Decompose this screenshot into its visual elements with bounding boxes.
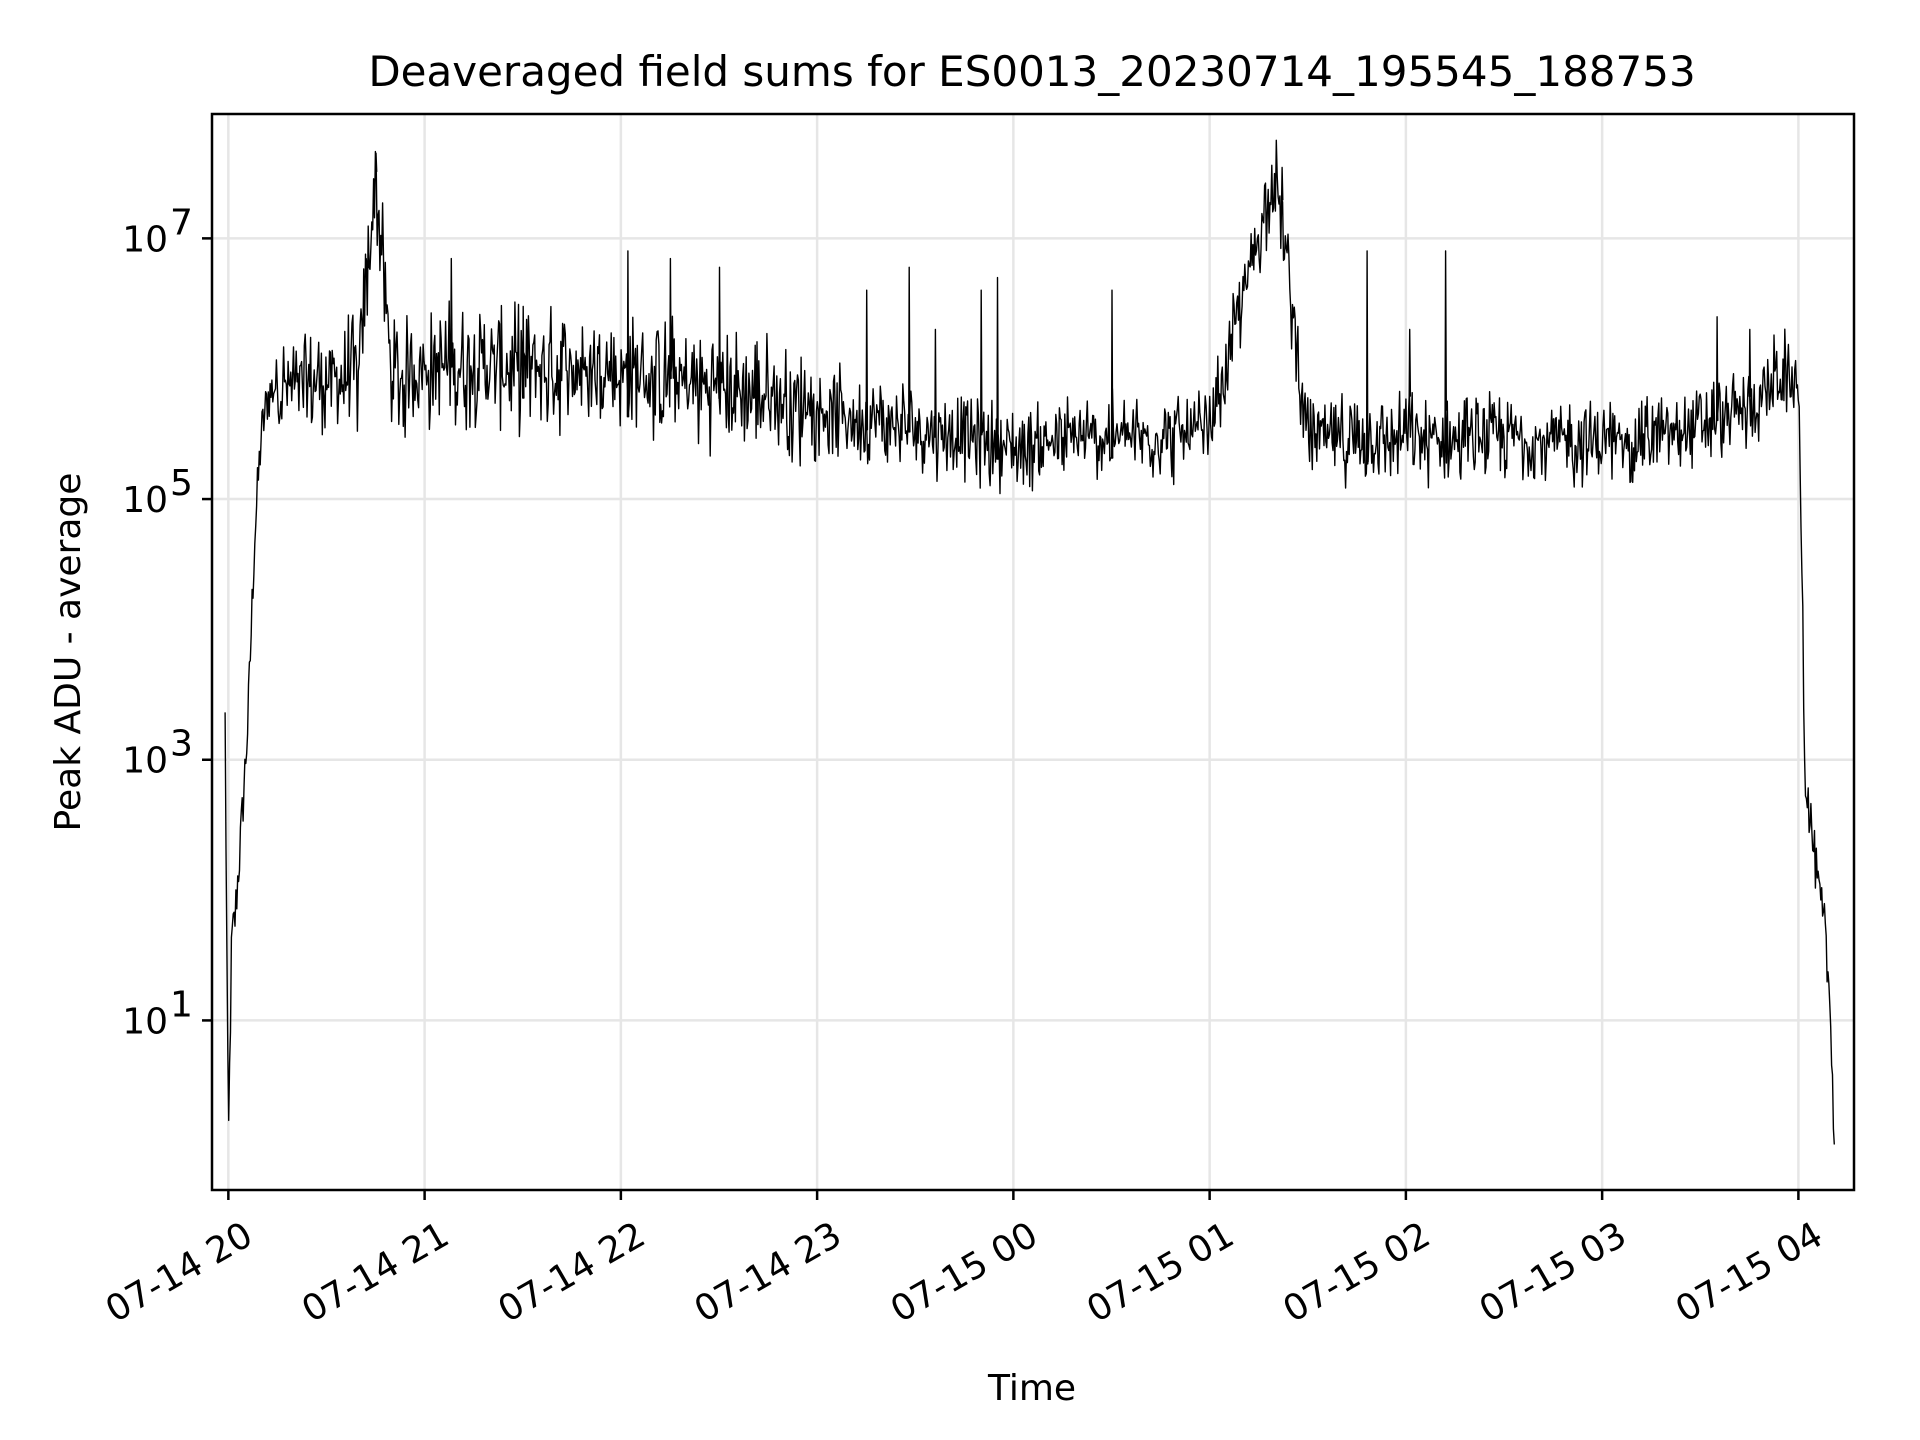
x-tick-label: 07-14 20	[99, 1214, 260, 1330]
plot-frame	[210, 112, 1856, 1192]
y-tick-label: 10	[122, 741, 168, 782]
chart-title: Deaveraged field sums for ES0013_2023071…	[368, 47, 1695, 96]
x-tick-label: 07-15 04	[1669, 1214, 1830, 1330]
y-tick-exponent: 1	[170, 984, 193, 1025]
series-line	[224, 139, 1835, 1145]
y-axis-label: Peak ADU - average	[48, 473, 89, 832]
y-tick-label: 10	[122, 480, 168, 521]
x-tick-layer: 07-14 20 07-14 21 07-14 22 07-14 23 07-15 00…	[99, 1190, 1830, 1331]
x-tick-label: 07-14 23	[688, 1214, 849, 1330]
y-tick-label: 10	[122, 1001, 168, 1042]
x-axis-label: Time	[987, 1368, 1076, 1409]
y-tick-exponent: 7	[170, 202, 193, 243]
x-tick-label: 07-15 01	[1080, 1214, 1241, 1330]
x-tick-label: 07-14 21	[295, 1214, 456, 1330]
grid-layer	[212, 114, 1854, 1190]
y-tick-label: 10	[122, 219, 168, 260]
series-layer	[224, 139, 1835, 1145]
x-tick-label: 07-15 03	[1473, 1214, 1634, 1330]
x-tick-label: 07-15 00	[884, 1214, 1045, 1330]
y-tick-exponent: 3	[170, 724, 193, 765]
y-tick-exponent: 5	[170, 463, 193, 504]
x-tick-label: 07-14 22	[491, 1214, 652, 1330]
x-tick-label: 07-15 02	[1277, 1214, 1438, 1330]
